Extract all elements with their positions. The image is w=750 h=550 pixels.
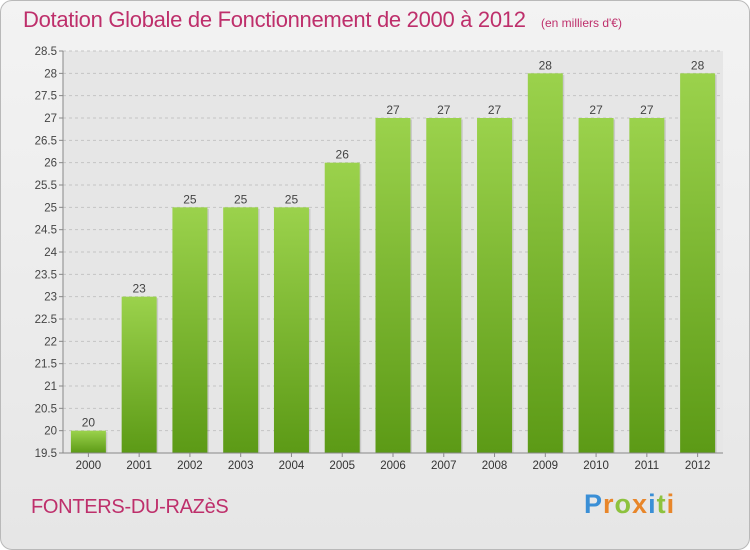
logo-letter: x bbox=[632, 489, 649, 519]
y-tick-label: 19.5 bbox=[35, 448, 57, 460]
data-label: 25 bbox=[285, 192, 299, 206]
y-tick-label: 28.5 bbox=[35, 46, 57, 58]
y-tick-label: 20 bbox=[44, 426, 57, 438]
data-label: 25 bbox=[234, 192, 248, 206]
x-tick-label: 2011 bbox=[634, 460, 659, 472]
data-label: 27 bbox=[437, 103, 451, 117]
chart-title: Dotation Globale de Fonctionnement de 20… bbox=[23, 7, 526, 32]
y-tick-label: 26 bbox=[44, 158, 57, 170]
data-label: 23 bbox=[132, 282, 146, 296]
bar bbox=[629, 118, 665, 453]
bar bbox=[70, 430, 106, 453]
bar bbox=[324, 162, 360, 453]
data-label: 20 bbox=[82, 416, 96, 430]
axes: 19.5 20 20.5 21 21.5 22 22.5 23 23.5 24 24.5 25 25.5… bbox=[35, 46, 723, 472]
y-tick-label: 28 bbox=[44, 68, 57, 80]
logo-letter: o bbox=[614, 489, 633, 519]
x-tick-label: 2002 bbox=[177, 460, 203, 472]
data-label: 28 bbox=[539, 58, 553, 72]
bar bbox=[477, 118, 513, 453]
logo-letter: P bbox=[584, 489, 604, 519]
x-tick-label: 2001 bbox=[126, 460, 152, 472]
data-label: 27 bbox=[386, 103, 400, 117]
city-name: FONTERS-DU-RAZèS bbox=[31, 496, 229, 518]
logo-letter: r bbox=[603, 489, 615, 519]
y-tick-label: 23 bbox=[44, 292, 57, 304]
data-label: 25 bbox=[183, 192, 197, 206]
y-tick-label: 27 bbox=[44, 113, 57, 125]
logo-letter: i bbox=[648, 489, 657, 519]
proxiti-logo: Proxiti bbox=[584, 489, 675, 520]
y-tick-label: 23.5 bbox=[35, 269, 57, 281]
x-tick-label: 2012 bbox=[685, 460, 711, 472]
x-tick-label: 2003 bbox=[228, 460, 254, 472]
y-tick-label: 22 bbox=[44, 336, 57, 348]
data-label: 28 bbox=[691, 58, 705, 72]
x-tick-label: 2010 bbox=[583, 460, 609, 472]
data-label: 27 bbox=[488, 103, 502, 117]
data-label: 27 bbox=[589, 103, 603, 117]
x-tick-label: 2008 bbox=[482, 460, 508, 472]
data-label: 27 bbox=[640, 103, 654, 117]
y-tick-label: 24.5 bbox=[35, 225, 57, 237]
y-tick-label: 26.5 bbox=[35, 135, 57, 147]
y-tick-label: 21 bbox=[44, 381, 57, 393]
bar bbox=[172, 207, 208, 453]
bar bbox=[680, 73, 716, 453]
x-tick-label: 2006 bbox=[380, 460, 406, 472]
bar bbox=[223, 207, 259, 453]
data-label: 26 bbox=[336, 148, 350, 162]
x-tick-label: 2007 bbox=[431, 460, 457, 472]
y-tick-label: 21.5 bbox=[35, 359, 57, 371]
logo-letter: t bbox=[656, 489, 667, 519]
x-tick-label: 2000 bbox=[76, 460, 102, 472]
logo-letter: i bbox=[666, 489, 676, 519]
bar bbox=[121, 296, 157, 453]
data-labels: 20 23 25 25 25 26 27 27 27 28 27 27 28 bbox=[82, 58, 705, 429]
y-tick-label: 27.5 bbox=[35, 91, 57, 103]
bar bbox=[375, 118, 411, 453]
bar bbox=[527, 73, 563, 453]
y-tick-label: 25.5 bbox=[35, 180, 57, 192]
bar bbox=[578, 118, 614, 453]
y-tick-label: 24 bbox=[44, 247, 57, 259]
x-tick-label: 2009 bbox=[533, 460, 559, 472]
y-tick-label: 20.5 bbox=[35, 403, 57, 415]
y-tick-label: 25 bbox=[44, 202, 57, 214]
x-tick-label: 2005 bbox=[329, 460, 355, 472]
chart-unit: (en milliers d'€) bbox=[541, 16, 622, 30]
bars bbox=[70, 73, 717, 453]
y-tick-label: 22.5 bbox=[35, 314, 57, 326]
x-tick-label: 2004 bbox=[279, 460, 305, 472]
bar bbox=[426, 118, 462, 453]
bar bbox=[273, 207, 309, 453]
